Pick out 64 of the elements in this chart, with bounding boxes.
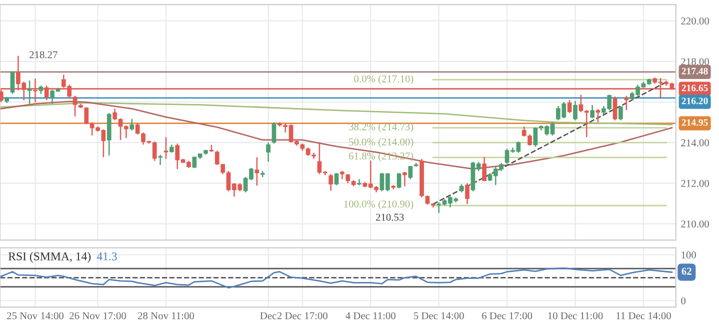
candlestick	[27, 80, 32, 104]
candlestick	[624, 95, 629, 111]
y-tick-label: 0	[681, 297, 686, 304]
candlestick	[164, 136, 168, 160]
candlestick	[152, 140, 157, 162]
candlestick	[328, 173, 334, 192]
x-tick-label: 5 Dec 14:00	[414, 312, 464, 320]
x-tick-label: 2 Dec 17:00	[277, 312, 328, 320]
candlestick	[158, 154, 162, 166]
candlestick	[272, 122, 276, 144]
ref-line-label: 216.65	[682, 84, 708, 92]
y-tick-label: 100	[682, 251, 696, 258]
candlestick	[357, 178, 362, 186]
candlestick	[482, 156, 486, 182]
candlestick	[266, 142, 270, 162]
candlestick	[72, 95, 78, 118]
candlestick	[10, 70, 15, 95]
candlestick	[618, 105, 623, 121]
annotation: 38.2% (214.73)	[349, 122, 414, 132]
candlestick	[596, 108, 600, 123]
y-tick-label: 210.00	[681, 220, 709, 228]
x-tick-label: 28 Nov 11:00	[138, 312, 194, 320]
candlestick	[84, 106, 89, 125]
candlestick	[135, 122, 140, 136]
x-tick-label: 6 Dec 17:00	[482, 312, 532, 320]
y-tick-label: 218.00	[681, 58, 709, 66]
candlestick	[130, 118, 134, 132]
candlestick	[573, 100, 578, 121]
y-tick-label: 220.00	[681, 18, 709, 25]
candlestick	[408, 165, 413, 180]
annotation: 0.0% (217.10)	[354, 74, 414, 84]
annotation: 41.3	[96, 252, 117, 260]
annotation: 100.0% (210.90)	[344, 200, 414, 210]
line-series	[0, 100, 673, 170]
candlestick	[533, 126, 538, 148]
candlestick	[334, 172, 339, 186]
candlestick	[425, 194, 430, 206]
candlestick	[396, 172, 402, 189]
candlestick	[346, 173, 350, 184]
candlestick	[312, 152, 316, 160]
line-series	[0, 267, 673, 288]
candlestick	[590, 104, 594, 119]
data-label: 62	[682, 268, 692, 275]
candlestick	[567, 99, 572, 114]
x-tick-label: 25 Nov 14:00	[7, 312, 64, 320]
y-tick-label: 214.00	[681, 139, 709, 146]
candlestick	[402, 171, 407, 187]
candlestick	[254, 156, 260, 186]
x-tick-label: 26 Nov 17:00	[70, 312, 126, 320]
ref-line-label: 217.48	[682, 68, 708, 74]
ref-line-label: 216.20	[682, 98, 708, 104]
candlestick	[465, 182, 470, 205]
x-tick-label: Dec	[260, 312, 276, 320]
annotation: 210.53	[376, 214, 404, 221]
y-tick-label: 212.00	[681, 180, 709, 187]
x-tick-label: 11 Dec 14:00	[616, 312, 671, 320]
x-tick-label: 4 Dec 11:00	[346, 312, 396, 320]
annotation: 50.0% (214.00)	[349, 138, 414, 148]
annotation: 218.27	[30, 51, 58, 58]
candlestick	[612, 96, 618, 121]
candlestick	[391, 184, 396, 190]
ref-line-label: 214.95	[682, 119, 708, 126]
chart-title: RSI (SMMA, 14)	[8, 252, 91, 263]
x-tick-label: 10 Dec 11:00	[548, 312, 603, 320]
